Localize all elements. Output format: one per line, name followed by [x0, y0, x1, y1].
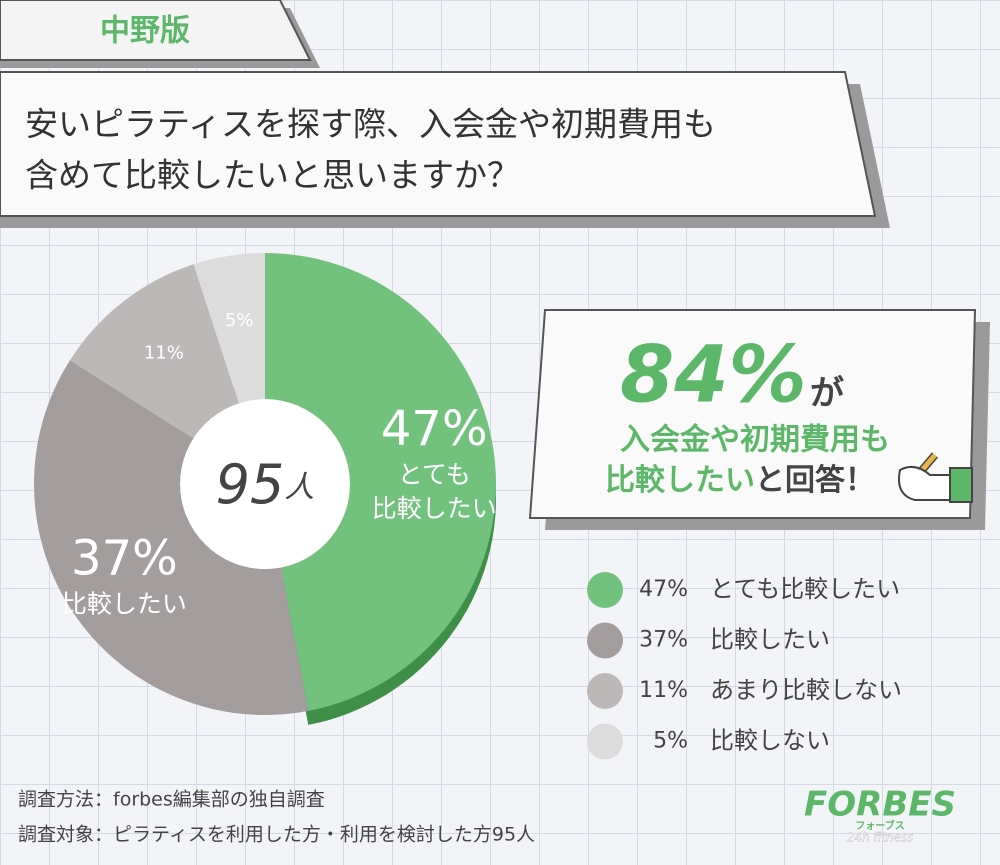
- footnote: 調査方法：forbes編集部の独自調査: [18, 789, 325, 811]
- callout-rest: と回答！: [755, 463, 875, 498]
- legend-label: あまり比較しない: [710, 676, 902, 704]
- legend-value: 47%: [639, 577, 688, 602]
- legend-swatch: [587, 723, 623, 760]
- slice: [34, 360, 309, 715]
- legend-swatch: [587, 673, 623, 709]
- callout-line: 入会金や初期費用も: [620, 423, 890, 458]
- total: 95人: [216, 453, 315, 516]
- callout-particle: が: [810, 374, 844, 414]
- slice-value-label: 37%: [71, 531, 178, 587]
- legend-swatch: [587, 572, 623, 608]
- logo-kana: フォーブス: [855, 819, 904, 832]
- slice-value-label: 5%: [225, 310, 254, 331]
- callout-line: 比較したいと回答！: [605, 463, 875, 498]
- slice-value-label: 11%: [144, 343, 184, 364]
- slice: [193, 253, 265, 404]
- callout-big: 84%: [620, 330, 807, 420]
- callout-highlight: 比較したい: [605, 463, 755, 498]
- legend-label: とても比較したい: [710, 575, 900, 603]
- callout-box: [528, 309, 977, 519]
- slice-label: 比較したい: [372, 494, 497, 523]
- slice: [265, 253, 496, 711]
- logo-sub: 24h fitness: [847, 831, 914, 845]
- tag: 中野版: [100, 14, 190, 49]
- slice: [69, 264, 239, 439]
- legend-swatch: [587, 622, 623, 659]
- title-box: [0, 71, 877, 217]
- total-number: 95: [216, 453, 285, 516]
- hole: [180, 399, 350, 569]
- slice-value-label: 47%: [381, 401, 488, 457]
- slice-label: とても: [398, 460, 471, 489]
- hand-icon: [898, 452, 973, 503]
- logo: FORBES: [804, 785, 956, 825]
- legend-value: 5%: [653, 729, 688, 754]
- tag-box: [0, 0, 312, 61]
- slice-label: 比較したい: [62, 590, 187, 619]
- question-line: 含めて比較したいと思いますか？: [25, 156, 520, 195]
- legend-label: 比較しない: [710, 727, 830, 755]
- legend-value: 37%: [639, 628, 688, 653]
- footnote: 調査対象：ピラティスを利用した方・利用を検討した方95人: [18, 824, 535, 846]
- question-line: 安いピラティスを探す際、入会金や初期費用も: [25, 105, 716, 144]
- legend: 47% とても比較したい 37% 比較したい 11% あまり比較しない 5% 比較しない: [587, 572, 902, 760]
- legend-value: 11%: [639, 678, 688, 703]
- legend-label: 比較したい: [710, 626, 830, 654]
- total-unit: 人: [284, 470, 314, 505]
- donut: 47% とても比較したい 37% 比較したい 11% 5%: [34, 253, 497, 725]
